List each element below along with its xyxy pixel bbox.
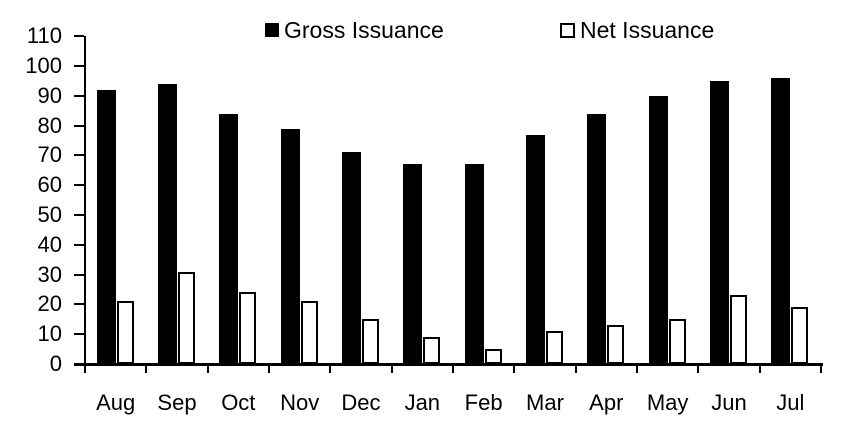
x-axis-tick [329,364,332,373]
bar-gross-aug [96,89,116,364]
bar-gross-jun [709,80,729,364]
y-axis-tick [74,333,84,336]
x-axis-label-jan: Jan [404,390,441,415]
y-axis-tick-label: 0 [49,351,62,376]
bar-gross-apr [587,113,607,364]
y-axis-tick [74,184,84,187]
bar-net-mar [545,331,563,364]
x-axis-label-dec: Dec [341,390,381,415]
y-axis-tick [74,303,84,306]
bar-gross-oct [219,113,239,364]
y-axis-line [84,36,86,366]
y-axis-tick [74,214,84,216]
y-axis-tick [74,124,84,127]
y-axis-tick-label: 90 [37,82,62,108]
y-axis-tick [74,154,84,157]
bar-net-jul [791,307,809,364]
x-axis-tick [206,364,209,373]
y-axis-tick-label: 10 [37,321,62,347]
x-axis-tick [819,364,822,373]
legend-label-gross: Gross Issuance [284,16,444,43]
y-axis-tick-label: 20 [37,291,62,317]
x-axis-tick [451,364,454,373]
x-axis-tick [390,364,393,373]
x-axis-tick [145,364,148,373]
y-axis-tick [74,94,84,97]
bar-gross-dec [341,152,361,364]
y-axis-tick [74,243,84,246]
net-issuance-swatch-icon [560,22,575,38]
x-axis-line [74,363,823,366]
bar-net-nov [300,301,318,364]
bar-gross-jul [771,77,791,364]
bar-net-apr [607,325,625,364]
x-axis-label-apr: Apr [589,390,624,415]
x-axis-label-may: May [646,390,689,415]
bar-net-jun [729,295,747,364]
x-axis-label-jun: Jun [711,390,747,415]
bar-net-aug [116,301,134,364]
x-axis-label-mar: Mar [526,390,564,415]
x-axis-label-oct: Oct [221,390,256,415]
gross-issuance-swatch-icon [265,23,279,37]
x-axis-label-sep: Sep [157,390,197,415]
bar-net-feb [484,349,502,364]
y-axis-tick [74,65,84,67]
legend-item-gross: Gross Issuance [265,16,444,43]
y-axis-tick [74,35,84,38]
bar-net-oct [239,292,257,364]
y-axis-tick-label: 50 [37,202,62,227]
bar-net-may [668,319,686,364]
y-axis-tick-label: 60 [37,172,62,198]
bar-gross-jan [403,164,423,364]
y-axis-tick-label: 70 [37,142,62,168]
bar-gross-sep [157,83,177,364]
legend-label-net: Net Issuance [580,16,715,43]
y-axis-tick-label: 80 [37,112,62,138]
x-axis-tick [84,364,86,373]
x-axis-tick [635,364,638,373]
bar-gross-feb [464,164,484,364]
bar-net-dec [361,319,379,364]
x-axis-label-feb: Feb [464,390,503,415]
x-axis-label-jul: Jul [776,390,805,415]
x-axis-tick [697,364,700,373]
y-axis-tick-label: 30 [37,261,62,287]
x-axis-tick [758,364,761,373]
x-axis-tick [574,364,577,373]
y-axis-tick-label: 110 [26,23,62,49]
x-axis-tick [513,364,516,373]
legend-item-net: Net Issuance [560,16,715,43]
y-axis-tick [74,273,84,276]
bar-net-jan [423,337,441,364]
bar-gross-mar [525,134,545,364]
y-axis-tick-label: 40 [37,231,62,257]
bar-gross-may [648,95,668,364]
x-axis-label-aug: Aug [96,390,136,415]
x-axis-tick [267,364,270,373]
x-axis-label-nov: Nov [280,390,320,415]
bar-gross-nov [280,128,300,364]
bar-net-sep [177,271,195,364]
y-axis-tick-label: 100 [25,53,62,78]
